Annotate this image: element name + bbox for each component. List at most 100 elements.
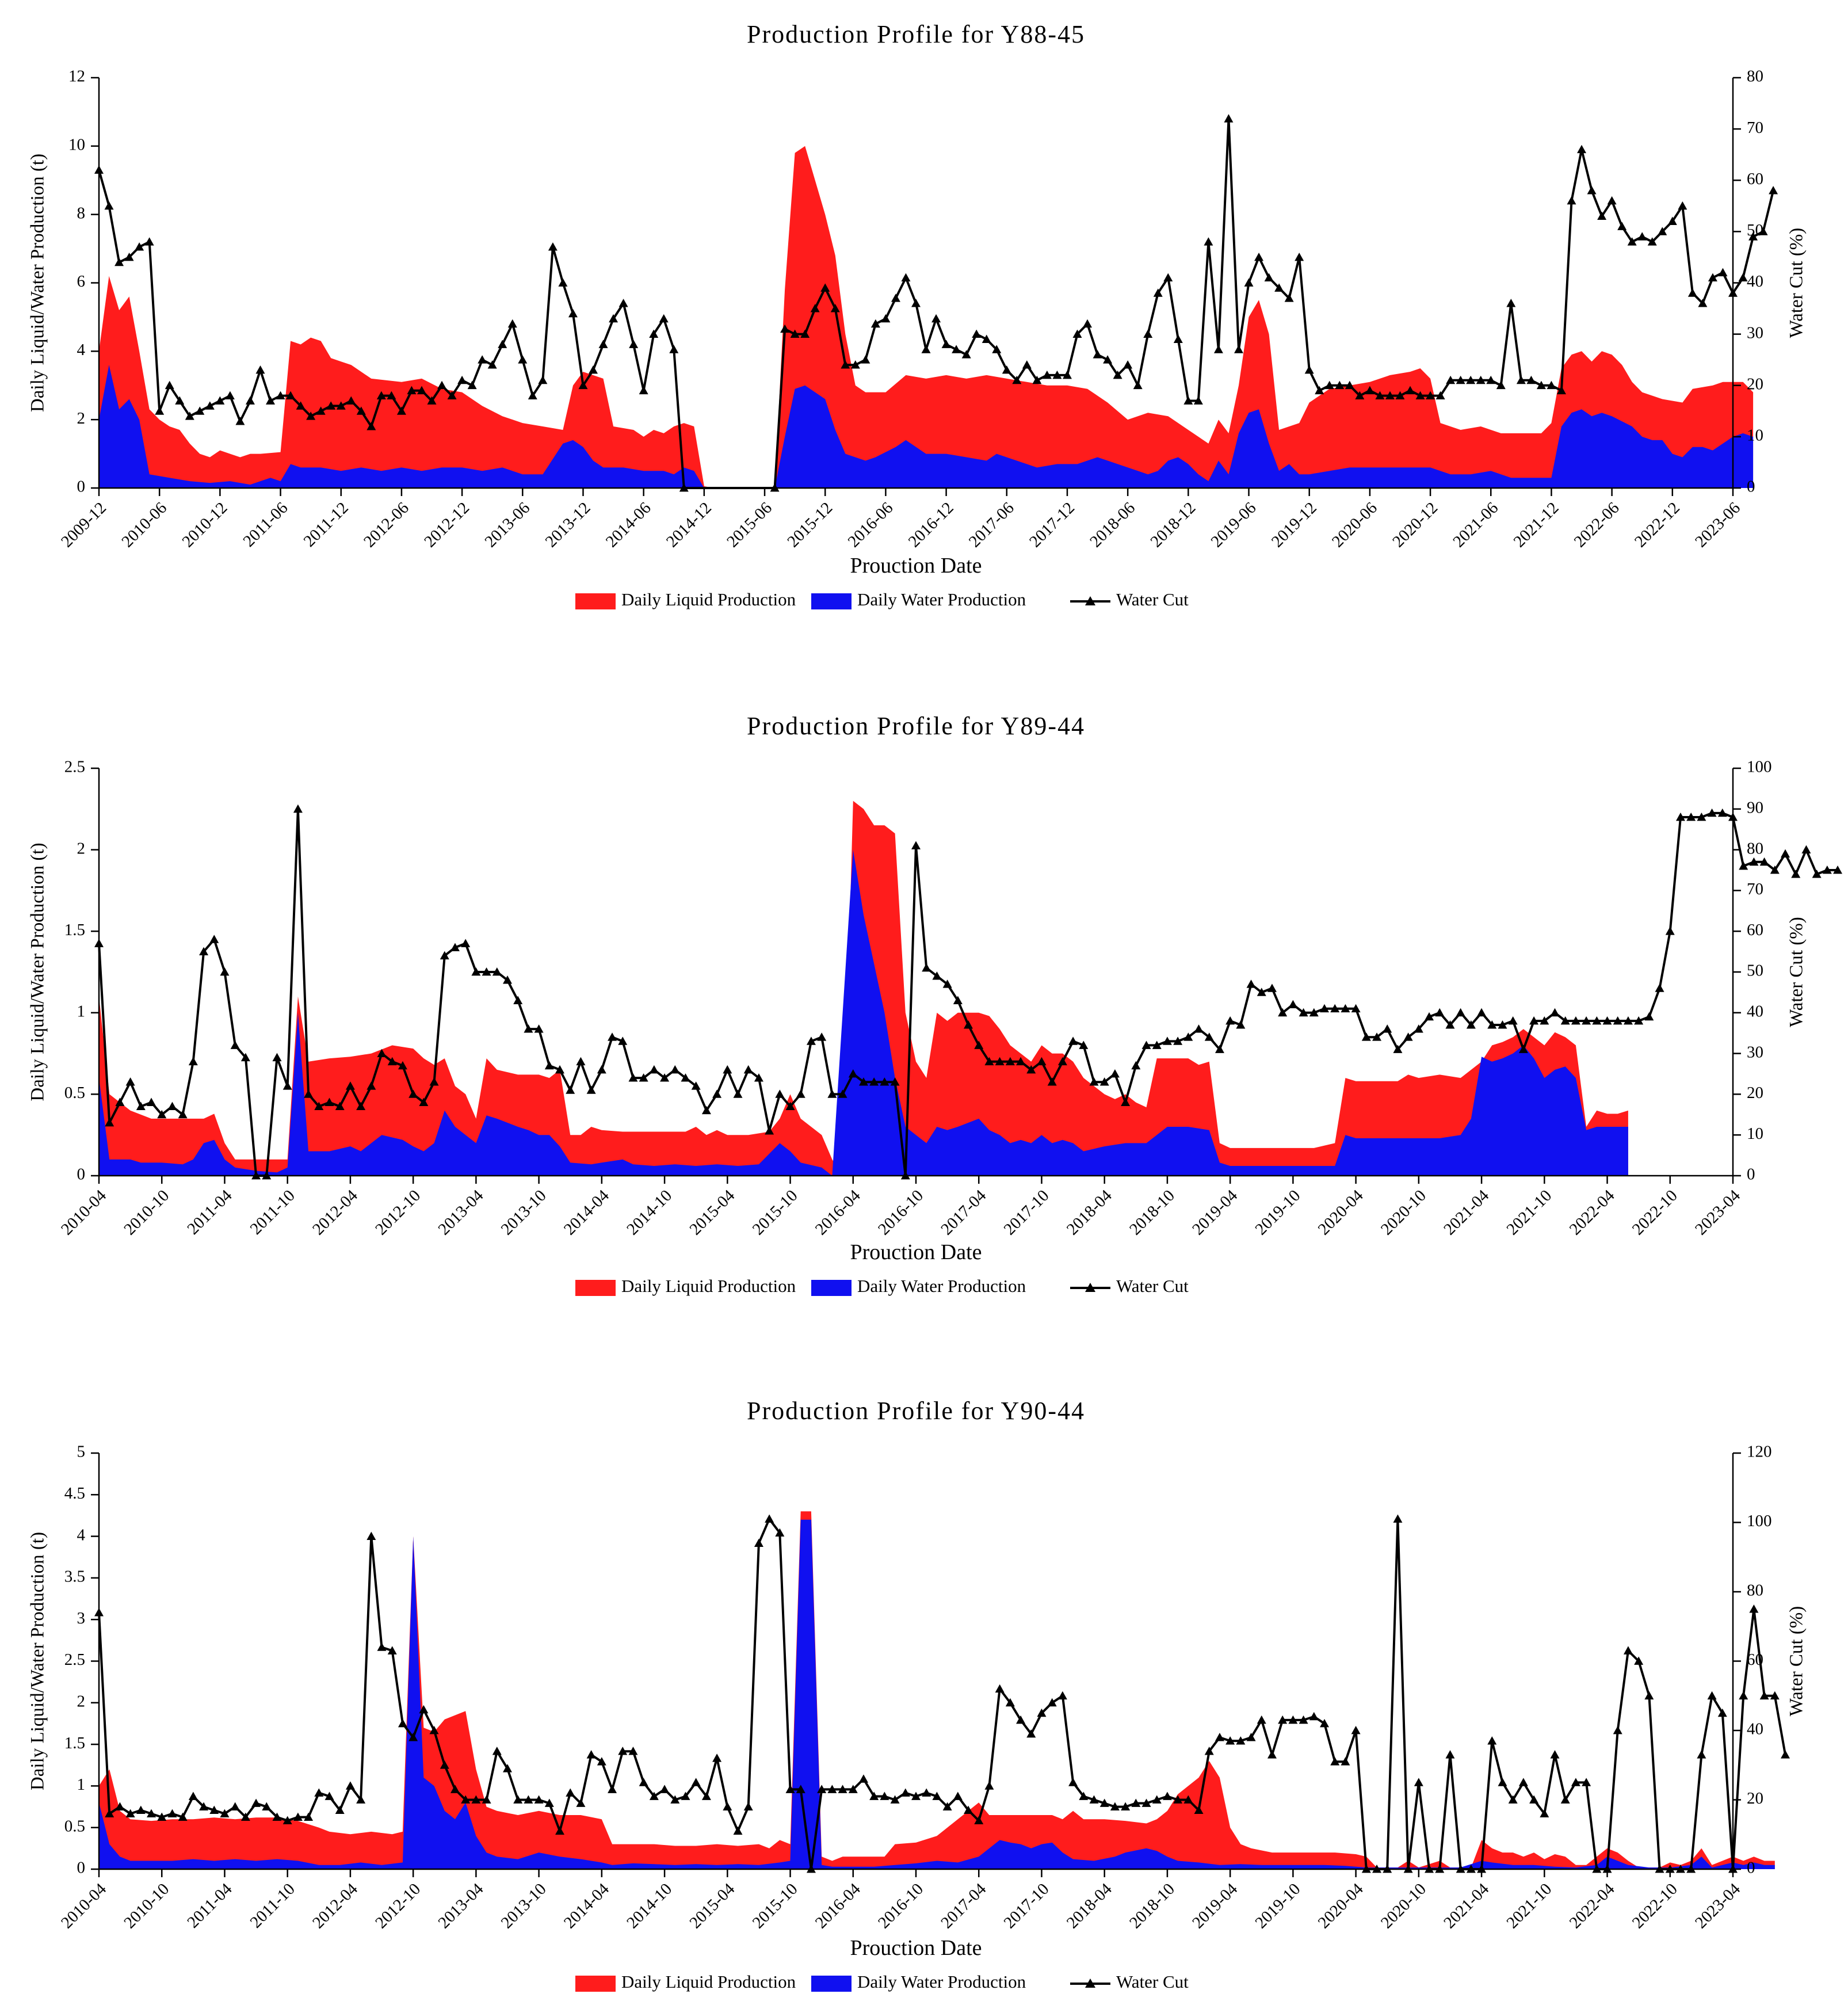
water-cut-marker [598,340,608,348]
water-cut-marker [618,1747,628,1755]
x-tick-label: 2011-12 [300,498,352,550]
water-cut-marker [1173,334,1183,343]
water-cut-marker [597,1065,606,1074]
water-cut-marker [1257,1715,1266,1724]
water-cut-marker [255,365,265,374]
water-cut-marker [1445,1750,1455,1759]
water-cut-marker [890,1077,900,1086]
water-cut-marker [1623,1016,1633,1025]
water-cut-marker [534,1795,544,1804]
water-cut-marker [1047,1698,1057,1707]
y2-tick-label: 70 [1747,880,1763,898]
legend-watercut-marker [1085,1283,1095,1292]
water-cut-marker [995,1057,1005,1066]
legend-water-swatch [811,1280,852,1296]
water-cut-marker [838,1089,847,1098]
water-cut-marker [1739,1691,1748,1700]
water-cut-marker [1047,1077,1057,1086]
water-cut-marker [901,273,911,281]
water-cut-marker [911,1791,921,1800]
legend-label: Daily Liquid Production [621,589,796,609]
water-cut-marker [1426,391,1435,399]
chart-1: Production Profile for Y88-45 0 2 4 6 8 10 12 0 1… [28,20,1807,609]
water-cut-marker [1496,380,1506,390]
y-tick-label: 2.5 [64,758,85,776]
water-cut-marker [1213,345,1223,353]
x-tick-label: 2022-04 [1566,1186,1618,1238]
x-tick-label: 2013-10 [498,1880,550,1932]
water-cut-marker [810,304,820,312]
water-cut-marker [733,1089,743,1098]
water-cut-marker [272,1812,282,1821]
water-cut-marker [282,1816,292,1825]
water-cut-marker [345,1781,355,1790]
water-cut-marker [900,1788,910,1797]
water-cut-marker [1345,380,1354,390]
water-cut-marker [1592,1016,1602,1025]
water-cut-marker [701,1791,711,1800]
water-cut-marker [157,1812,167,1821]
x-tick-label: 2020-06 [1328,498,1381,551]
water-cut-marker [262,1802,272,1810]
water-cut-marker [817,1032,827,1041]
water-cut-marker [659,314,669,323]
water-cut-marker [1529,1016,1539,1025]
y2-tick-label: 120 [1747,1443,1772,1461]
water-cut-marker [992,345,1002,353]
water-cut-marker [765,1514,774,1523]
water-cut-marker [1749,1604,1759,1613]
water-cut-marker [1295,252,1304,261]
water-cut-marker [356,1795,366,1804]
x-tick-label: 2017-10 [1001,1186,1053,1238]
water-cut-marker [251,1171,261,1180]
water-cut-marker [1508,1795,1518,1804]
y2-tick-label: 0 [1747,478,1755,496]
water-cut-marker [1759,857,1769,866]
x-tick-label: 2013-12 [542,498,594,551]
legend-liquid-swatch [575,593,616,609]
water-cut-marker [209,1805,219,1814]
water-cut-marker [366,1531,376,1540]
water-cut-marker [712,1089,722,1098]
water-cut-marker [1446,375,1456,384]
water-cut-marker [147,1097,156,1106]
water-cut-marker [1518,1044,1528,1053]
water-cut-marker [1466,375,1476,384]
water-cut-line [98,1518,1786,1870]
water-cut-marker [94,939,104,947]
x-tick-label: 2021-12 [1510,498,1563,551]
x-tick-label: 2013-04 [434,1186,487,1238]
water-cut-marker [235,417,245,425]
x-tick-label: 2014-06 [602,498,655,551]
water-cut-marker [1791,870,1801,878]
water-cut-marker [346,396,356,405]
legend-label: Daily Water Production [857,1972,1026,1992]
water-cut-marker [306,411,316,420]
x-tick-label: 2014-04 [560,1880,613,1932]
water-cut-marker [785,1785,795,1793]
x-tick-label: 2011-04 [184,1880,236,1932]
water-cut-marker [461,1795,471,1804]
water-cut-marker [785,1101,795,1111]
water-cut-marker [178,1812,188,1821]
water-cut-marker [1686,1865,1696,1873]
x-tick-label: 2017-04 [937,1186,990,1238]
water-cut-marker [387,1057,397,1066]
water-cut-marker [157,1110,167,1119]
water-cut-marker [1414,1778,1423,1786]
x-tick-label: 2016-10 [875,1880,927,1932]
x-tick-label: 2020-04 [1315,1880,1367,1932]
x-tick-label: 2013-06 [481,498,533,551]
water-cut-marker [1183,396,1193,405]
legend-label: Water Cut [1116,1276,1189,1296]
x-tick-label: 2014-12 [663,498,715,551]
water-cut-marker [316,406,326,415]
water-cut-marker [1204,1032,1214,1041]
water-cut-marker [1550,1750,1560,1759]
y2-tick-label: 80 [1747,839,1763,857]
y2-tick-label: 90 [1747,798,1763,817]
water-cut-marker [618,1036,628,1045]
water-cut-marker [555,1065,565,1074]
x-tick-label: 2015-06 [723,498,776,551]
chart-title: Production Profile for Y90-44 [747,1397,1085,1425]
